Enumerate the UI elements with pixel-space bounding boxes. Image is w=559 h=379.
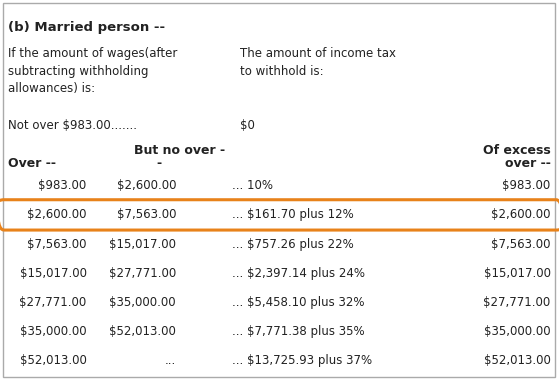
Text: $7,563.00: $7,563.00 <box>117 208 176 221</box>
Text: $7,563.00: $7,563.00 <box>27 238 87 251</box>
Text: $27,771.00: $27,771.00 <box>109 267 176 280</box>
Text: $2,600.00: $2,600.00 <box>27 208 87 221</box>
Text: Not over $983.00.......: Not over $983.00....... <box>8 119 138 132</box>
Text: ... 10%: ... 10% <box>232 179 273 192</box>
Text: ... $2,397.14 plus 24%: ... $2,397.14 plus 24% <box>232 267 365 280</box>
Text: $52,013.00: $52,013.00 <box>20 354 87 367</box>
Text: If the amount of wages(after
subtracting withholding
allowances) is:: If the amount of wages(after subtracting… <box>8 47 178 96</box>
Text: $35,000.00: $35,000.00 <box>484 325 551 338</box>
Text: But no over -: But no over - <box>134 144 225 157</box>
Text: $7,563.00: $7,563.00 <box>491 238 551 251</box>
Text: ...: ... <box>165 354 176 367</box>
Text: ... $5,458.10 plus 32%: ... $5,458.10 plus 32% <box>232 296 364 309</box>
Text: $52,013.00: $52,013.00 <box>109 325 176 338</box>
Text: $27,771.00: $27,771.00 <box>484 296 551 309</box>
Text: ... $161.70 plus 12%: ... $161.70 plus 12% <box>232 208 354 221</box>
Text: $983.00: $983.00 <box>39 179 87 192</box>
Text: $0: $0 <box>240 119 255 132</box>
Text: $15,017.00: $15,017.00 <box>484 267 551 280</box>
Text: (b) Married person --: (b) Married person -- <box>8 21 165 34</box>
Text: $2,600.00: $2,600.00 <box>491 208 551 221</box>
Text: -: - <box>157 157 162 170</box>
Text: $2,600.00: $2,600.00 <box>117 179 176 192</box>
Text: $983.00: $983.00 <box>503 179 551 192</box>
Text: ... $7,771.38 plus 35%: ... $7,771.38 plus 35% <box>232 325 364 338</box>
Text: Over --: Over -- <box>8 157 56 170</box>
Text: $15,017.00: $15,017.00 <box>109 238 176 251</box>
Text: $35,000.00: $35,000.00 <box>110 296 176 309</box>
Text: The amount of income tax
to withhold is:: The amount of income tax to withhold is: <box>240 47 396 78</box>
Text: $35,000.00: $35,000.00 <box>20 325 87 338</box>
Text: ... $757.26 plus 22%: ... $757.26 plus 22% <box>232 238 354 251</box>
Text: $52,013.00: $52,013.00 <box>484 354 551 367</box>
Text: Of excess: Of excess <box>483 144 551 157</box>
Text: ... $13,725.93 plus 37%: ... $13,725.93 plus 37% <box>232 354 372 367</box>
Text: over --: over -- <box>505 157 551 170</box>
Text: $15,017.00: $15,017.00 <box>20 267 87 280</box>
Text: $27,771.00: $27,771.00 <box>20 296 87 309</box>
